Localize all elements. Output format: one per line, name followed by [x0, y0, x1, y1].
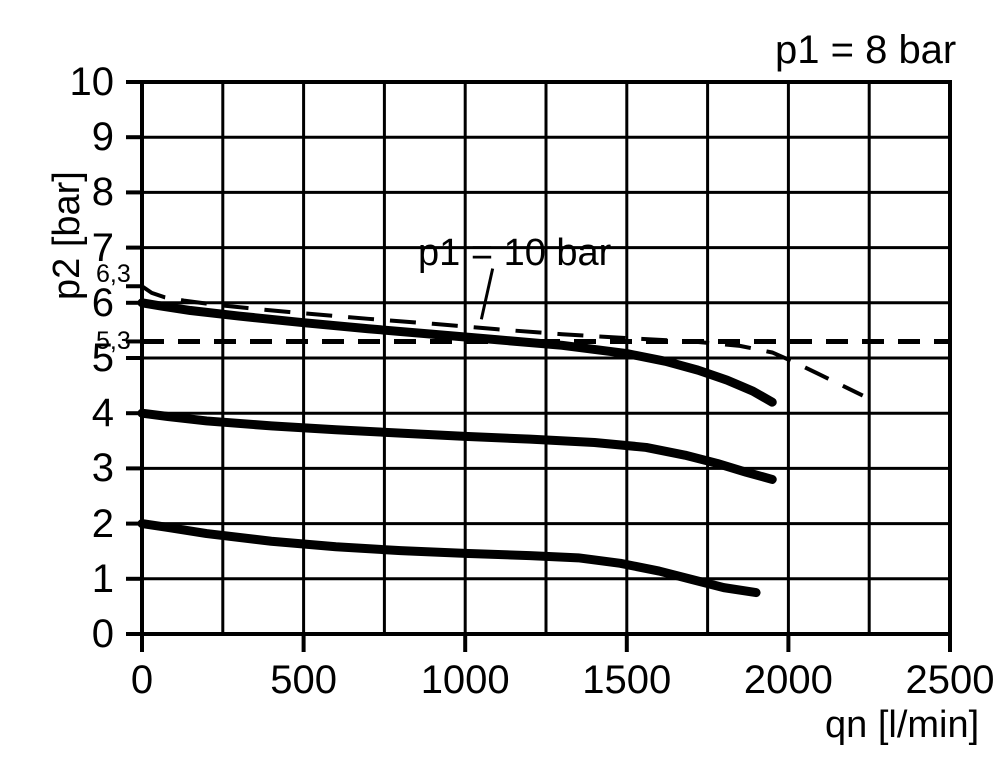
y-tick-label-10: 10 [69, 60, 115, 104]
x-tick-label-500: 500 [270, 658, 337, 702]
plot-frame [140, 80, 952, 636]
annotation-leader-lines [479, 268, 495, 320]
x-tick-label-1500: 1500 [582, 658, 672, 702]
y-tick-label-7: 7 [91, 225, 114, 270]
y-tick-label-2: 2 [91, 501, 114, 546]
y-callout-5-3: 5,3 [96, 327, 131, 355]
y-tick-label-6: 6 [91, 280, 114, 325]
y-tick-label-5: 5 [91, 336, 114, 380]
grid-lines [140, 80, 952, 636]
y-tick-label-9: 9 [91, 115, 114, 160]
x-axis-title: qn [l/min] [825, 704, 980, 746]
y-tick-label-1: 1 [91, 556, 114, 601]
axis-ticks [126, 80, 952, 652]
y-tick-label-8: 8 [91, 170, 114, 215]
plot-title: p1 = 8 bar [775, 28, 957, 72]
data-series [137, 284, 864, 598]
x-tick-label-1000: 1000 [420, 658, 510, 702]
x-tick-label-2000: 2000 [743, 658, 833, 702]
y-tick-label-3: 3 [91, 446, 114, 491]
y-tick-label-0: 0 [91, 612, 114, 656]
x-tick-label-2500: 2500 [905, 658, 995, 702]
x-tick-label-0: 0 [130, 658, 154, 702]
y-tick-label-4: 4 [91, 391, 114, 436]
annotation-p1-10-bar: p1 = 10 bar [418, 232, 612, 274]
y-callout-6-3: 6,3 [96, 260, 131, 288]
